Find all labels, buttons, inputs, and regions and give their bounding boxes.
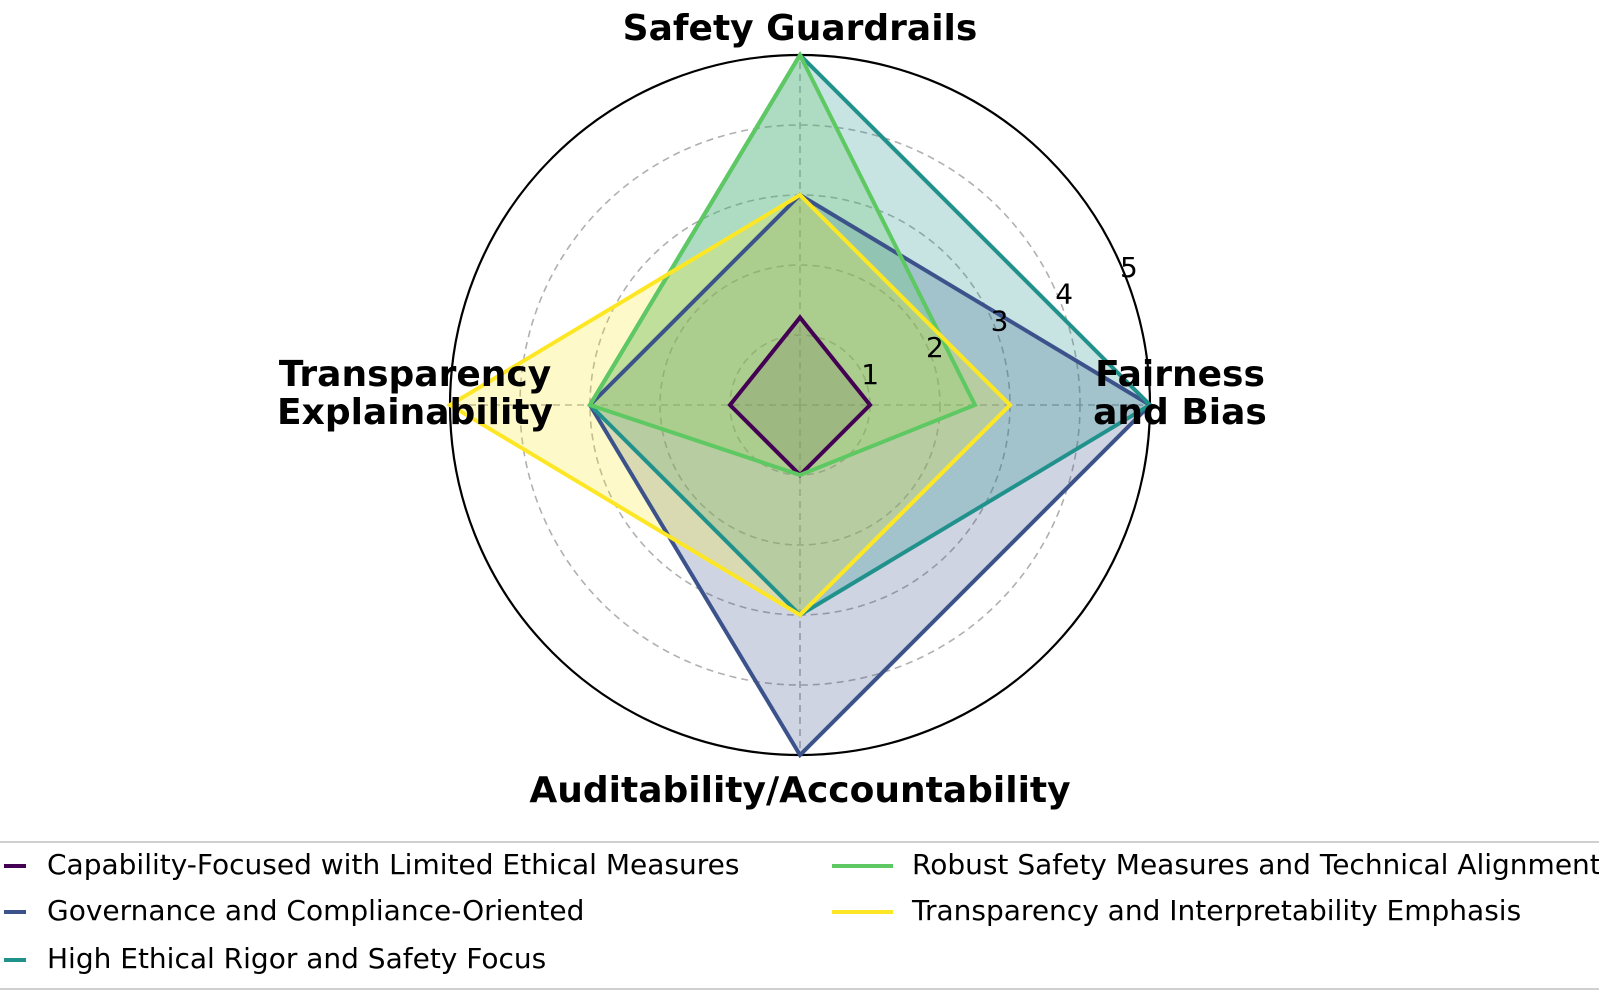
series-area bbox=[590, 55, 1150, 615]
axis-label: Transparency bbox=[279, 354, 551, 395]
legend-label: Governance and Compliance-Oriented bbox=[47, 894, 584, 927]
axis-label: and Bias bbox=[1093, 392, 1267, 433]
grid-circle bbox=[659, 264, 941, 546]
series-line bbox=[587, 50, 978, 478]
legend-label: Robust Safety Measures and Technical Ali… bbox=[912, 848, 1599, 881]
series-line bbox=[446, 192, 1013, 618]
tick-label: 5 bbox=[1120, 251, 1138, 284]
legend-label: Capability-Focused with Limited Ethical … bbox=[47, 848, 739, 881]
series-line bbox=[587, 192, 1154, 759]
series-area bbox=[590, 195, 1150, 755]
tick-label: 4 bbox=[1055, 278, 1073, 311]
axis-label: Safety Guardrails bbox=[623, 8, 978, 49]
legend: Capability-Focused with Limited Ethical … bbox=[0, 841, 1599, 990]
legend-label: High Ethical Rigor and Safety Focus bbox=[47, 942, 546, 975]
series-area bbox=[590, 55, 975, 475]
tick-label: 2 bbox=[926, 331, 944, 364]
tick-labels: 1 2 3 4 5 bbox=[861, 251, 1138, 391]
tick-label: 3 bbox=[991, 304, 1009, 337]
legend-label: Transparency and Interpretability Emphas… bbox=[911, 894, 1521, 927]
series-area bbox=[730, 317, 870, 475]
tick-label: 1 bbox=[861, 358, 879, 391]
axis-label: Explainability bbox=[277, 392, 553, 433]
series-layer bbox=[446, 50, 1154, 759]
axis-label: Auditability/Accountability bbox=[529, 770, 1070, 811]
axis-label: Fairness bbox=[1095, 354, 1265, 395]
